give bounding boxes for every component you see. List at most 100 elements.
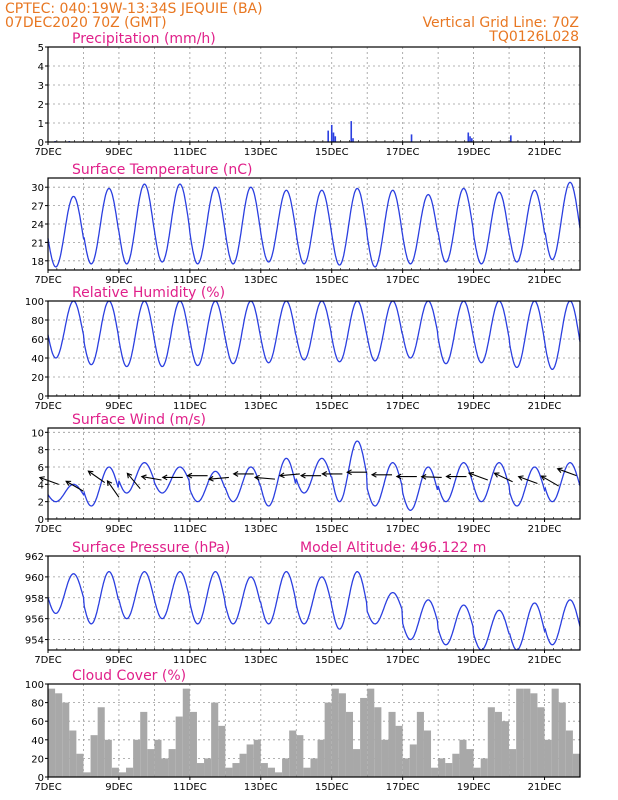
cloud-bar: [381, 739, 389, 777]
product-code-header: TQ0126L028: [488, 29, 579, 45]
run-header: 07DEC2020 70Z (GMT): [5, 15, 167, 31]
x-tick-label: 15DEC: [315, 147, 349, 158]
wind-vector-head: [467, 471, 475, 478]
wind-vector-head: [321, 471, 328, 477]
wind-vector-head: [420, 473, 427, 480]
wind-vector: [255, 476, 276, 480]
y-tick-label: 0: [38, 138, 44, 149]
cloud-bar: [274, 772, 283, 777]
wind-vector-head: [540, 475, 547, 481]
panel-rh: 0 20 40 60 80 100 7DEC 9DEC 11DEC 13DEC 15DEC 17DEC…: [25, 285, 581, 412]
cloud-bar: [537, 707, 545, 777]
wind-vector: [126, 472, 141, 490]
x-tick-label: 13DEC: [244, 524, 278, 535]
cloud-bar: [338, 693, 346, 777]
cloud-bar: [516, 688, 524, 777]
wind-vector: [88, 470, 106, 484]
x-tick-label: 7DEC: [34, 275, 61, 286]
precip-bar: [471, 138, 473, 142]
cloud-bar: [480, 758, 488, 777]
cloud-bar: [466, 749, 474, 777]
cloud-bar: [565, 730, 573, 777]
panel-frame: [47, 46, 581, 143]
cloud-bar: [473, 767, 481, 777]
wind-vector-head: [186, 472, 193, 479]
wind-vector-head: [370, 471, 377, 478]
rh-series-line: [47, 300, 581, 370]
cloud-bar: [260, 763, 268, 777]
cloud-bar: [296, 735, 304, 777]
y-tick-label: 0: [38, 515, 44, 526]
cloud-bar: [182, 688, 190, 777]
x-tick-label: 11DEC: [173, 147, 207, 158]
y-tick-label: 3: [38, 81, 44, 92]
wind-vector: [421, 476, 442, 478]
x-tick-label: 13DEC: [244, 147, 278, 158]
cloud-bar: [239, 753, 247, 777]
cloud-bar: [140, 711, 148, 777]
x-tick-label: 21DEC: [528, 782, 562, 793]
wind-vector-head: [65, 480, 72, 486]
cloud-bar: [395, 725, 403, 777]
wind-vector-head: [140, 474, 147, 481]
panel-frame: [47, 427, 581, 520]
wind-vector: [557, 468, 577, 477]
panel-frame: [47, 177, 581, 271]
cloud-bar: [76, 753, 84, 777]
cloud-bar: [62, 702, 70, 777]
cloud-bar: [345, 711, 354, 777]
y-tick-label: 2: [38, 100, 44, 111]
cloud-bar: [104, 739, 112, 777]
cloud-bar: [544, 739, 552, 777]
x-tick-label: 13DEC: [244, 275, 278, 286]
cloud-title: Cloud Cover (%): [72, 668, 186, 684]
cloud-bar: [218, 725, 226, 777]
x-tick-label: 17DEC: [386, 782, 420, 793]
wind-title: Surface Wind (m/s): [72, 412, 206, 428]
x-tick-label: 15DEC: [315, 782, 349, 793]
pressure-series-line: [47, 571, 581, 651]
cloud-bar: [530, 693, 538, 777]
wind-vector-head: [493, 472, 500, 478]
precip-title: Precipitation (mm/h): [72, 31, 216, 47]
y-tick-label: 80: [31, 316, 44, 327]
wind-vector-head: [126, 472, 133, 479]
x-tick-label: 15DEC: [315, 524, 349, 535]
x-tick-label: 17DEC: [386, 524, 420, 535]
x-tick-label: 11DEC: [173, 782, 207, 793]
wind-vector-head: [161, 474, 168, 481]
x-tick-label: 7DEC: [34, 655, 61, 666]
y-tick-label: 80: [31, 699, 44, 710]
y-tick-label: 60: [31, 717, 44, 728]
wind-vector-head: [87, 470, 94, 476]
y-tick-label: 40: [31, 354, 44, 365]
x-tick-label: 13DEC: [244, 655, 278, 666]
x-tick-label: 15DEC: [315, 275, 349, 286]
cloud-bar: [438, 758, 446, 777]
wind-vector: [279, 473, 300, 477]
wind-vector: [208, 476, 229, 480]
x-tick-label: 17DEC: [386, 275, 420, 286]
cloud-bar: [48, 688, 56, 777]
panel-cloud: 0 20 40 60 80 100 7DEC 9DEC 11DEC 13DEC 15DEC 17DEC…: [25, 668, 581, 793]
x-tick-label: 17DEC: [386, 147, 420, 158]
wind-vector-head: [232, 471, 239, 477]
y-tick-label: 100: [25, 297, 44, 308]
cloud-bar: [69, 730, 77, 777]
panels: 0 1 2 3 4 5 7DEC 9DEC 11DEC 13DEC 15DEC 17DEC 19DEC 2…: [25, 31, 581, 793]
y-tick-label: 30: [31, 183, 44, 194]
pressure-title: Surface Pressure (hPa): [72, 540, 230, 556]
x-tick-label: 9DEC: [105, 524, 132, 535]
cloud-bar: [324, 702, 332, 777]
x-tick-label: 11DEC: [173, 524, 207, 535]
x-tick-label: 17DEC: [386, 401, 420, 412]
y-tick-label: 21: [31, 238, 44, 249]
panel-frame: [47, 555, 581, 651]
wind-vector: [107, 480, 120, 498]
cloud-bar: [204, 758, 212, 777]
x-tick-label: 21DEC: [528, 147, 562, 158]
x-tick-label: 21DEC: [528, 524, 562, 535]
cloud-bar: [147, 749, 155, 777]
cloud-bar: [55, 693, 63, 777]
x-tick-label: 9DEC: [105, 275, 132, 286]
